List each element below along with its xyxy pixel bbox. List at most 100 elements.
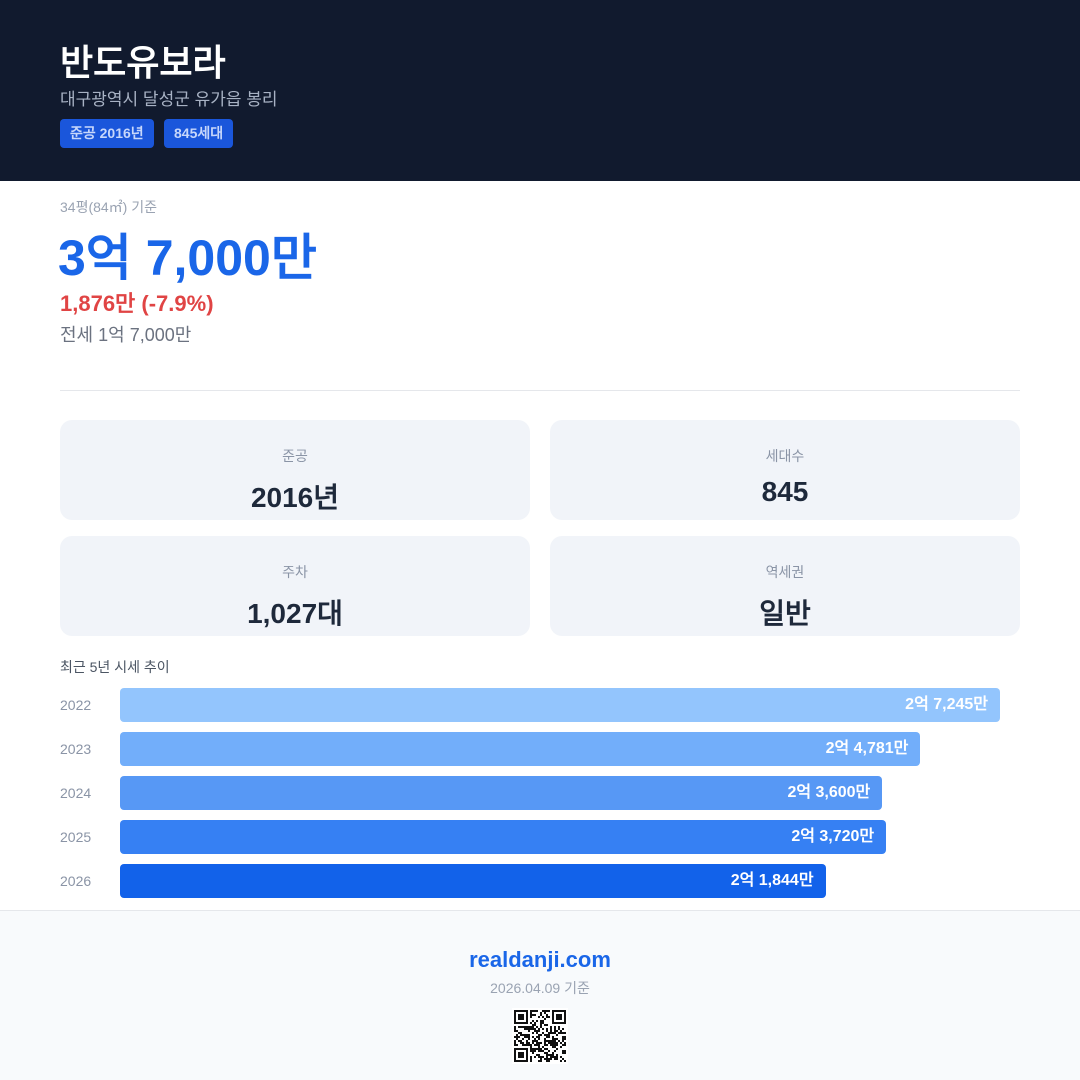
qr-cell: [552, 1010, 554, 1012]
qr-cell: [514, 1058, 516, 1060]
qr-cell: [562, 1036, 564, 1038]
qr-cell: [534, 1010, 536, 1012]
stat-value: 845: [761, 476, 809, 507]
qr-cell: [550, 1026, 552, 1028]
qr-cell: [530, 1010, 532, 1012]
qr-cell: [530, 1022, 532, 1024]
qr-cell: [556, 1038, 558, 1040]
qr-cell: [530, 1060, 532, 1062]
qr-cell: [522, 1034, 524, 1036]
qr-cell: [526, 1050, 528, 1052]
qr-cell: [530, 1046, 532, 1048]
qr-cell: [514, 1044, 516, 1046]
qr-cell: [546, 1014, 548, 1016]
qr-cell: [526, 1020, 528, 1022]
qr-cell: [550, 1044, 552, 1046]
value-label: 2억 7,245만: [905, 696, 988, 713]
qr-cell: [526, 1044, 528, 1046]
qr-cell: [552, 1044, 554, 1046]
qr-cell: [550, 1028, 552, 1030]
qr-cell: [514, 1036, 516, 1038]
qr-cell: [526, 1034, 528, 1036]
qr-cell: [526, 1028, 528, 1030]
qr-cell: [522, 1052, 524, 1054]
qr-cell: [562, 1010, 564, 1012]
bar: 2억 7,245만: [120, 688, 1000, 722]
qr-cell: [556, 1014, 558, 1016]
qr-cell: [534, 1024, 536, 1026]
qr-cell: [552, 1054, 554, 1056]
qr-cell: [534, 1028, 536, 1030]
qr-cell: [526, 1060, 528, 1062]
qr-cell: [536, 1040, 538, 1042]
qr-cell: [548, 1032, 550, 1034]
qr-cell: [520, 1022, 522, 1024]
qr-cell: [548, 1034, 550, 1036]
bar: 2억 3,720만: [120, 820, 887, 854]
qr-cell: [564, 1052, 566, 1054]
stat-value: 2016년: [250, 482, 340, 513]
qr-cell: [548, 1040, 550, 1042]
qr-cell: [546, 1030, 548, 1032]
qr-cell: [520, 1052, 522, 1054]
qr-cell: [514, 1042, 516, 1044]
qr-cell: [530, 1026, 532, 1028]
qr-cell: [554, 1032, 556, 1034]
qr-cell: [542, 1032, 544, 1034]
qr-cell: [514, 1020, 516, 1022]
qr-cell: [534, 1040, 536, 1042]
qr-cell: [526, 1016, 528, 1018]
site-link[interactable]: realdanji.com: [469, 947, 611, 972]
qr-cell: [554, 1044, 556, 1046]
qr-cell: [546, 1058, 548, 1060]
stat-card: 역세권 일반: [550, 536, 1020, 636]
qr-cell: [514, 1022, 516, 1024]
qr-cell: [528, 1034, 530, 1036]
qr-cell: [532, 1028, 534, 1030]
qr-cell: [536, 1020, 538, 1022]
qr-cell: [520, 1048, 522, 1050]
qr-cell: [564, 1018, 566, 1020]
year-label: 2023: [60, 741, 92, 757]
qr-cell: [546, 1048, 548, 1050]
qr-cell: [550, 1040, 552, 1042]
qr-cell: [522, 1038, 524, 1040]
qr-cell: [530, 1028, 532, 1030]
stat-label: 역세권: [765, 564, 805, 580]
qr-cell: [532, 1014, 534, 1016]
stat-label: 세대수: [765, 448, 805, 464]
stat-label: 준공: [282, 448, 308, 464]
qr-cell: [524, 1026, 526, 1028]
date: 2026.04.09 기준: [490, 980, 590, 996]
qr-cell: [544, 1044, 546, 1046]
qr-cell: [522, 1018, 524, 1020]
qr-cell: [518, 1056, 520, 1058]
qr-cell: [522, 1016, 524, 1018]
qr-cell: [532, 1048, 534, 1050]
qr-cell: [562, 1044, 564, 1046]
qr-cell: [554, 1050, 556, 1052]
bar: 2억 1,844만: [120, 864, 826, 898]
qr-cell: [524, 1060, 526, 1062]
qr-cell: [550, 1056, 552, 1058]
jeonse: 전세 1억 7,000만: [60, 325, 192, 345]
qr-cell: [546, 1054, 548, 1056]
qr-cell: [516, 1060, 518, 1062]
qr-cell: [534, 1014, 536, 1016]
qr-cell: [526, 1048, 528, 1050]
qr-cell: [554, 1056, 556, 1058]
qr-cell: [540, 1026, 542, 1028]
qr-cell: [546, 1028, 548, 1030]
qr-cell: [536, 1032, 538, 1034]
qr-cell: [552, 1042, 554, 1044]
qr-cell: [546, 1040, 548, 1042]
qr-cell: [552, 1020, 554, 1022]
qr-cell: [518, 1048, 520, 1050]
qr-cell: [564, 1022, 566, 1024]
qr-cell: [544, 1034, 546, 1036]
qr-cell: [550, 1030, 552, 1032]
qr-cell: [536, 1044, 538, 1046]
qr-cell: [528, 1026, 530, 1028]
qr-cell: [514, 1030, 516, 1032]
qr-cell: [552, 1052, 554, 1054]
